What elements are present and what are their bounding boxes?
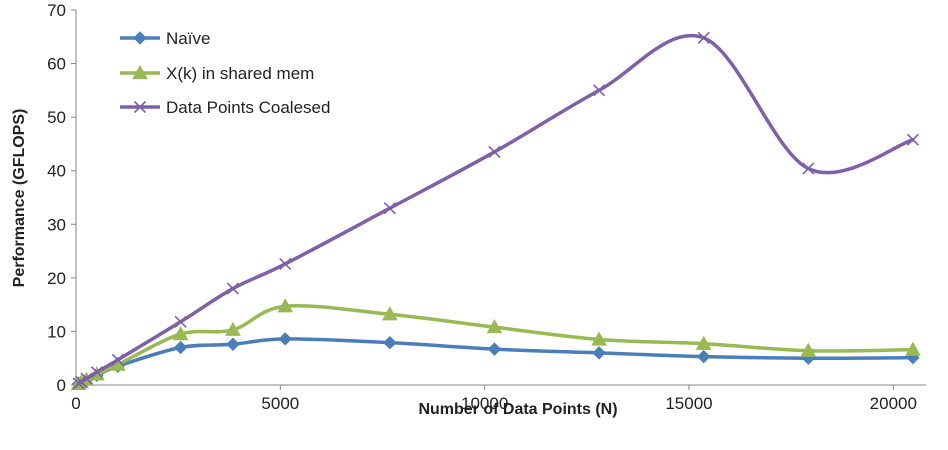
- series-line: [76, 34, 915, 386]
- data-point: [383, 202, 396, 215]
- data-point: [277, 298, 294, 313]
- data-point: [80, 372, 93, 385]
- data-point: [487, 342, 502, 356]
- y-tick-label: 10: [47, 322, 66, 341]
- data-point: [593, 84, 606, 97]
- data-point: [226, 282, 239, 295]
- y-tick-label: 0: [57, 376, 66, 395]
- y-tick-label: 50: [47, 108, 66, 127]
- data-point: [383, 335, 397, 350]
- data-point: [486, 319, 503, 334]
- data-point: [696, 349, 711, 364]
- data-point: [278, 332, 292, 346]
- legend-item: Naïve: [120, 29, 210, 48]
- data-point: [800, 342, 817, 357]
- legend-marker: [133, 31, 147, 45]
- data-point: [225, 321, 241, 336]
- series-layer: [70, 31, 921, 391]
- x-tick-label: 10000: [461, 394, 508, 413]
- x-tick-label: 15000: [665, 394, 712, 413]
- data-point: [905, 341, 921, 356]
- data-point: [591, 331, 607, 346]
- y-tick-label: 70: [47, 1, 66, 20]
- data-point: [906, 133, 919, 146]
- legend-item: X(k) in shared mem: [120, 64, 314, 83]
- x-axis-title: Number of Data Points (N): [418, 401, 617, 418]
- data-point: [381, 306, 398, 321]
- data-point: [802, 162, 815, 175]
- legend-label: Data Points Coalesed: [166, 98, 330, 117]
- data-point: [226, 337, 240, 351]
- data-point: [173, 340, 188, 355]
- data-point: [90, 366, 103, 379]
- axes: 0 10 20 30 40 50 60 70 0 5000 10000 15000 20000: [47, 1, 926, 413]
- y-tick-label: 40: [47, 162, 66, 181]
- legend-label: X(k) in shared mem: [166, 64, 314, 83]
- data-point: [488, 145, 501, 159]
- data-point: [592, 346, 606, 360]
- x-tick-label: 0: [71, 394, 80, 413]
- legend-marker: [132, 64, 148, 80]
- data-point: [111, 353, 124, 366]
- data-point: [695, 335, 712, 350]
- series-3: [72, 31, 919, 390]
- data-point: [174, 315, 187, 328]
- y-tick-label: 20: [47, 269, 66, 288]
- data-point: [279, 257, 292, 270]
- series-1: [71, 332, 920, 391]
- legend-label: Naïve: [166, 29, 210, 48]
- legend-marker: [133, 100, 147, 114]
- y-tick-label: 30: [47, 215, 66, 234]
- data-point: [697, 31, 710, 44]
- legend-item: Data Points Coalesed: [120, 98, 330, 117]
- y-tick-label: 60: [47, 55, 66, 74]
- legend: Naïve X(k) in shared mem Data Points Coale…: [120, 29, 330, 117]
- x-tick-label: 20000: [870, 394, 917, 413]
- y-axis-title: Performance (GFLOPS): [11, 109, 28, 288]
- data-point: [172, 326, 189, 341]
- x-tick-label: 5000: [261, 394, 299, 413]
